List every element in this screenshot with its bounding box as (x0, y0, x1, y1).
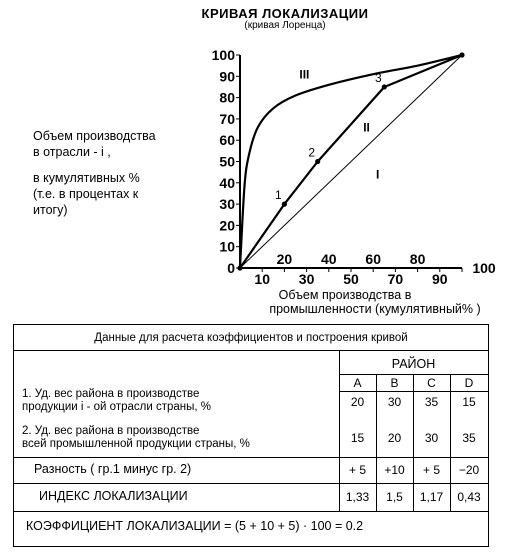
y-tick-label: 20 (219, 217, 235, 233)
chart-title: КРИВАЯ ЛОКАЛИЗАЦИИ (201, 6, 369, 21)
table-divider (14, 483, 488, 484)
table-divider (14, 511, 488, 512)
region-a: A (353, 376, 362, 390)
x-tick-label: 60 (365, 251, 381, 267)
diff-value-c: + 5 (422, 463, 440, 477)
index-label: ИНДЕКС ЛОКАЛИЗАЦИИ (39, 489, 188, 503)
x-tick-label: 50 (343, 271, 359, 287)
table-divider (14, 457, 488, 458)
diff-label: Разность ( гр.1 минус гр. 2) (34, 462, 192, 476)
x-axis-label-line-2: промышленности (кумулятивный% ) (269, 302, 481, 316)
y-tick-label: 40 (219, 175, 235, 191)
y-axis-label-line-4: (т.е. в процентах к (33, 187, 139, 201)
curve-point (315, 158, 321, 165)
y-axis-label-line-3: в кумулятивных % (33, 171, 140, 185)
chart-subtitle: (кривая Лоренца) (244, 20, 326, 31)
x-tick-label: 20 (277, 251, 293, 267)
curve-label: III (299, 67, 309, 81)
row2-value-d: 35 (462, 431, 476, 445)
curve-point (381, 84, 387, 90)
series-line-i (239, 54, 463, 269)
curve-label: I (376, 168, 379, 182)
row1-value-b: 30 (387, 395, 402, 409)
y-tick-label: 60 (219, 132, 235, 148)
y-tick-label: 30 (219, 196, 235, 212)
index-value-b: 1,5 (386, 490, 403, 504)
y-tick-label: 70 (219, 111, 235, 127)
region-c: C (427, 376, 436, 390)
x-tick-label: 30 (299, 271, 315, 287)
y-axis-label-line-2: в отрасли - i , (33, 145, 111, 159)
y-tick-label: 100 (212, 47, 236, 63)
region-header: РАЙОН (391, 357, 436, 371)
region-d: D (464, 376, 474, 390)
row2-value-b: 20 (387, 431, 402, 445)
index-value-d: 0,43 (457, 490, 481, 504)
table-divider (339, 350, 340, 511)
x-tick-label: 90 (432, 271, 448, 287)
region-b: B (390, 376, 399, 390)
x-axis-label-line-1: Объем производства в (278, 288, 412, 302)
row2-value-c: 30 (424, 431, 439, 445)
curve-point (459, 52, 465, 58)
index-value-c: 1,17 (419, 490, 444, 504)
x-tick-label: 80 (410, 251, 426, 267)
table-divider (413, 374, 414, 511)
y-tick-label: 10 (219, 239, 235, 255)
row1-value-c: 35 (424, 395, 439, 409)
table-title: Данные для расчета коэффициентов и постр… (94, 332, 408, 344)
point-label: 1 (275, 188, 282, 202)
y-tick-label: 80 (219, 90, 235, 106)
lorenz-chart: 0 10 20 30 40 50 60 70 80 90 100 10 30 50 70 90 20 40 60 80… (212, 47, 496, 287)
table-divider (376, 374, 377, 511)
row1-label-line-1: 1. Уд. вес района в производстве (22, 388, 200, 400)
point-label: 2 (308, 146, 315, 160)
x-tick-label: 100 (472, 260, 496, 276)
point-label: 3 (375, 71, 382, 85)
curve-point (237, 265, 243, 271)
row1-value-d: 15 (462, 395, 476, 409)
y-tick-label: 90 (219, 68, 235, 84)
curve-label: II (363, 121, 370, 135)
row2-value-a: 15 (350, 431, 365, 445)
row2-label-line-2: всей промышленной продукции страны, % (22, 438, 250, 450)
table-divider (14, 350, 488, 351)
diff-value-b: +10 (384, 463, 405, 477)
diff-value-a: + 5 (348, 463, 366, 477)
series-line-iii (238, 53, 463, 269)
y-tick-label: 0 (227, 260, 235, 276)
x-tick-label: 40 (321, 251, 337, 267)
table-divider (450, 374, 451, 511)
row1-value-a: 20 (350, 395, 365, 409)
data-table: Данные для расчета коэффициентов и постр… (13, 324, 489, 547)
curve-point (281, 201, 287, 207)
index-value-a: 1,33 (345, 490, 370, 504)
y-tick-label: 50 (219, 154, 235, 170)
row2-label-line-1: 2. Уд. вес района в производстве (22, 425, 200, 437)
coefficient-formula: КОЭФФИЦИЕНТ ЛОКАЛИЗАЦИИ = (5 + 10 + 5) ·… (26, 519, 364, 533)
x-tick-label: 70 (388, 271, 404, 287)
x-tick-label: 10 (254, 271, 270, 287)
diff-value-d: −20 (458, 463, 480, 477)
y-axis-label-line-1: Объем производства (33, 129, 156, 143)
row1-label-line-2: продукции i - ой отрасли страны, % (22, 401, 211, 413)
y-axis-label-line-5: итогу) (33, 203, 68, 217)
